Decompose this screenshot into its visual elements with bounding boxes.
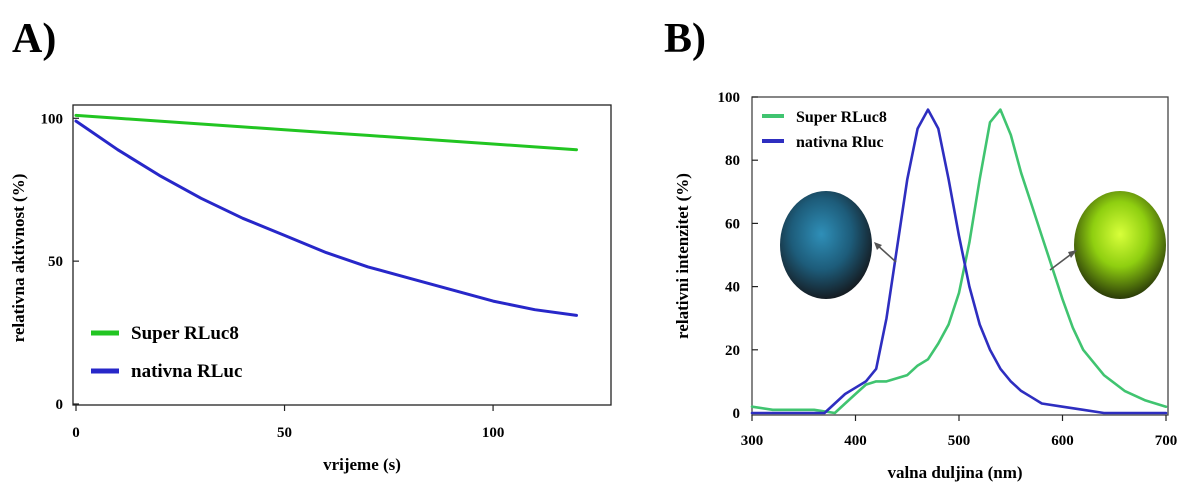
chart-b-legend: Super RLuc8 nativna Rluc (762, 109, 887, 151)
panel-b-label: B) (664, 16, 706, 62)
legend-label: nativna Rluc (796, 134, 884, 151)
y-tick-label: 100 (718, 90, 741, 106)
chart-b-x-ticks: 300 400 500 600 700 (741, 415, 1178, 449)
x-tick-label: 500 (948, 433, 971, 449)
blue-luminescence-image (780, 191, 872, 299)
chart-a-x-ticks: 0 50 100 (72, 405, 504, 441)
y-tick-label: 50 (48, 254, 63, 270)
y-tick-label: 40 (725, 280, 740, 296)
chart-a-lines (74, 113, 578, 317)
chart-a-y-axis-title: relativna aktivnost (%) (9, 174, 28, 343)
chart-b-x-axis-title: valna duljina (nm) (887, 463, 1022, 482)
series-line-super-rluc8 (750, 108, 1168, 415)
x-tick-label: 100 (482, 425, 505, 441)
series-line-nativna-rluc (74, 119, 578, 317)
chart-a-y-ticks: 0 50 100 (41, 111, 79, 413)
panel-a-label: A) (12, 16, 56, 62)
green-luminescence-image (1074, 191, 1166, 299)
green-arrow-head (1068, 250, 1077, 258)
y-tick-label: 0 (733, 406, 741, 422)
y-tick-label: 0 (56, 397, 64, 413)
chart-b-y-axis-title: relativni intenzitet (%) (673, 173, 692, 339)
chart-b-y-ticks: 0 20 40 60 80 100 (718, 90, 758, 422)
x-tick-label: 50 (277, 425, 292, 441)
x-tick-label: 600 (1051, 433, 1074, 449)
blue-arrow-head (874, 242, 882, 250)
chart-a-x-axis-title: vrijeme (s) (323, 455, 401, 474)
y-tick-label: 60 (725, 216, 740, 232)
legend-label: Super RLuc8 (131, 323, 239, 344)
chart-a: 0 50 100 0 50 100 Super RLuc8 nativna RLuc vr… (9, 104, 612, 474)
chart-a-legend: Super RLuc8 nativna RLuc (91, 323, 242, 382)
y-tick-label: 80 (725, 153, 740, 169)
legend-label: Super RLuc8 (796, 109, 887, 126)
chart-a-plot-area (72, 104, 612, 406)
series-line-super-rluc8 (74, 113, 578, 152)
legend-label: nativna RLuc (131, 361, 242, 382)
x-tick-label: 300 (741, 433, 764, 449)
series-line-nativna-rluc (750, 108, 1168, 415)
chart-b-lines (750, 108, 1168, 415)
y-tick-label: 20 (725, 343, 740, 359)
x-tick-label: 400 (844, 433, 867, 449)
y-tick-label: 100 (41, 111, 64, 127)
chart-b: 0 20 40 60 80 100 300 400 500 600 700 Super RLuc8… (673, 90, 1177, 482)
x-tick-label: 700 (1155, 433, 1178, 449)
x-tick-label: 0 (72, 425, 80, 441)
